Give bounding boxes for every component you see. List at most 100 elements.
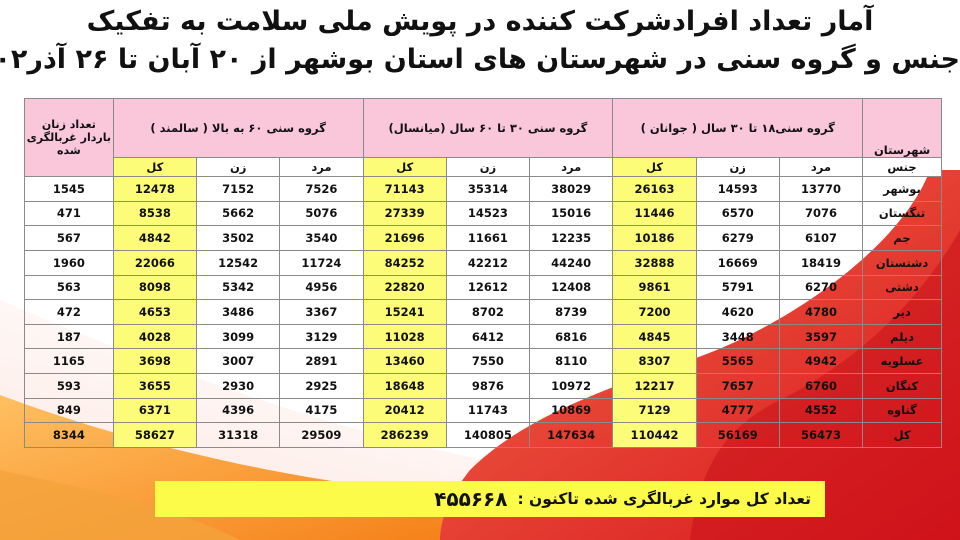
table-row: کنگان 6760 7657 12217 10972 9876 18648 2925 2930… [24, 373, 942, 399]
table-cell: 593 [24, 373, 114, 399]
table-cell: 14593 [695, 176, 780, 202]
table-cell: 7076 [778, 200, 864, 227]
header-group-middle: گروه سنی ۳۰ تا ۶۰ سال (میانسال) [362, 98, 614, 158]
header-men: مرد [529, 156, 614, 177]
table-cell: 56169 [695, 422, 780, 448]
table-cell: 8110 [529, 348, 614, 374]
row-city: گناوه [862, 397, 942, 424]
table-cell: 12217 [612, 373, 697, 399]
table-cell: 10186 [612, 225, 697, 251]
table-row: گناوه 4552 4777 7129 10869 11743 20412 4175 4396… [24, 397, 942, 424]
table-body: بوشهر 13770 14593 26163 38029 35314 71143 7526 7… [24, 176, 942, 448]
table-cell: 10972 [529, 373, 614, 399]
table-cell: 32888 [612, 249, 697, 276]
table-row: جم 6107 6279 10186 12235 11661 21696 3540 3502 48… [24, 225, 942, 251]
table-cell: 8344 [24, 422, 114, 448]
table-row: بوشهر 13770 14593 26163 38029 35314 71143 7526 7… [24, 176, 942, 202]
table-cell: 35314 [445, 176, 531, 202]
table-cell: 3448 [695, 323, 780, 350]
total-screened-label: تعداد کل موارد غربالگری شده تاکنون : [517, 490, 811, 508]
table-cell: 7526 [279, 176, 364, 202]
table-cell: 38029 [529, 176, 614, 202]
table-cell: 567 [24, 225, 114, 251]
header-men: مرد [279, 156, 364, 177]
table-cell: 4552 [778, 397, 864, 424]
table-cell: 21696 [362, 225, 447, 251]
header-city: شهرستان [862, 98, 942, 158]
table-cell: 7550 [445, 348, 531, 374]
table-cell: 472 [24, 299, 114, 325]
table-cell: 110442 [612, 422, 697, 448]
table-cell: 29509 [279, 422, 364, 448]
table-cell: 31318 [196, 422, 281, 448]
table-cell: 147634 [529, 422, 614, 448]
header-total: کل [612, 156, 697, 177]
header-men: مرد [778, 156, 864, 177]
table-cell: 12408 [529, 274, 614, 301]
table-cell: 7129 [612, 397, 697, 424]
table-cell: 3129 [279, 323, 364, 350]
header-total: کل [112, 156, 198, 177]
row-city: عسلویه [862, 348, 942, 374]
row-city: بوشهر [862, 176, 942, 202]
table-cell: 4842 [112, 225, 198, 251]
table-cell: 6270 [778, 274, 864, 301]
table-cell: 5076 [279, 200, 364, 227]
table-cell: 3502 [196, 225, 281, 251]
table-cell: 22066 [112, 249, 198, 276]
table-cell: 6412 [445, 323, 531, 350]
table-cell: 13770 [778, 176, 864, 202]
table-cell: 5565 [695, 348, 780, 374]
table-cell: 4942 [778, 348, 864, 374]
header-gender: جنس [862, 156, 942, 177]
header-total: کل [362, 156, 447, 177]
table-cell: 471 [24, 200, 114, 227]
table-cell: 5791 [695, 274, 780, 301]
row-city: دشتی [862, 274, 942, 301]
table-cell: 16669 [695, 249, 780, 276]
table-cell: 3367 [279, 299, 364, 325]
table-cell: 3597 [778, 323, 864, 350]
table-row: دیر 4780 4620 7200 8739 8702 15241 3367 3486 4653… [24, 299, 942, 325]
table-cell: 20412 [362, 397, 447, 424]
table-cell: 4175 [279, 397, 364, 424]
table-cell: 3698 [112, 348, 198, 374]
table-cell: 11446 [612, 200, 697, 227]
table-cell: 849 [24, 397, 114, 424]
table-cell: 286239 [362, 422, 447, 448]
table-cell: 11724 [279, 249, 364, 276]
table-cell: 4620 [695, 299, 780, 325]
header-group-young: گروه سنی۱۸ تا ۳۰ سال ( جوانان ) [612, 98, 864, 158]
table-cell: 6107 [778, 225, 864, 251]
table-cell: 563 [24, 274, 114, 301]
table-cell: 11028 [362, 323, 447, 350]
table-cell: 22820 [362, 274, 447, 301]
table-cell: 3007 [196, 348, 281, 374]
row-city: دشتستان [862, 249, 942, 276]
table-cell: 26163 [612, 176, 697, 202]
table-cell: 6570 [695, 200, 780, 227]
table-cell: 7200 [612, 299, 697, 325]
table-cell: 11661 [445, 225, 531, 251]
table-cell: 9876 [445, 373, 531, 399]
screening-stats-table: شهرستان گروه سنی۱۸ تا ۳۰ سال ( جوانان ) … [24, 98, 942, 448]
table-cell: 187 [24, 323, 114, 350]
table-cell: 71143 [362, 176, 447, 202]
table-cell: 12478 [112, 176, 198, 202]
table-row: عسلویه 4942 5565 8307 8110 7550 13460 2891 3007 3… [24, 348, 942, 374]
title-line-1: آمار تعداد افرادشرکت کننده در پویش ملی س… [86, 6, 874, 37]
table-cell: 42212 [445, 249, 531, 276]
table-cell: 84252 [362, 249, 447, 276]
table-cell: 13460 [362, 348, 447, 374]
table-row: دیلم 3597 3448 4845 6816 6412 11028 3129 3099 402… [24, 323, 942, 350]
table-cell: 6279 [695, 225, 780, 251]
table-cell: 1545 [24, 176, 114, 202]
table-cell: 11743 [445, 397, 531, 424]
table-cell: 5662 [196, 200, 281, 227]
table-cell: 8307 [612, 348, 697, 374]
table-cell: 44240 [529, 249, 614, 276]
table-cell: 4845 [612, 323, 697, 350]
table-cell: 4956 [279, 274, 364, 301]
table-cell: 10869 [529, 397, 614, 424]
table-cell: 3099 [196, 323, 281, 350]
